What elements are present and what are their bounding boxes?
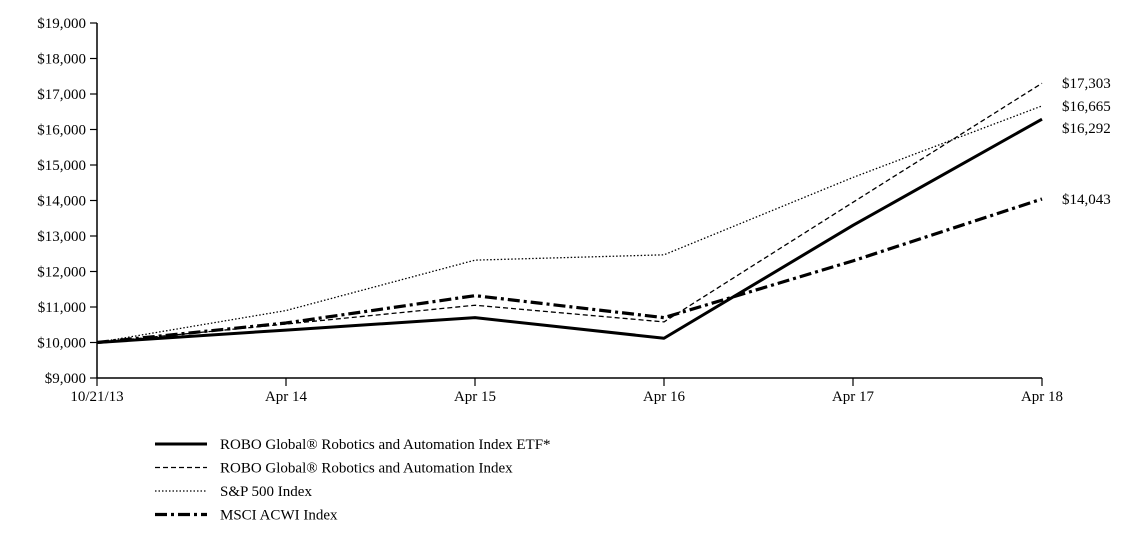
y-tick-label: $14,000 [37,194,86,210]
y-tick-label: $19,000 [37,16,86,32]
y-tick-label: $9,000 [45,371,86,387]
x-tick-label: Apr 14 [265,389,308,405]
legend-label-1: ROBO Global® Robotics and Automation Ind… [220,461,513,477]
legend-label-0: ROBO Global® Robotics and Automation Ind… [220,437,551,453]
x-tick-label: Apr 16 [643,389,686,405]
x-tick-label: Apr 18 [1021,389,1063,405]
series-line-3 [96,197,1043,345]
y-tick-label: $18,000 [37,52,86,68]
y-tick-label: $10,000 [37,336,86,352]
end-labels: $17,303 $16,665 $16,292 $14,043 [1062,76,1111,208]
end-label-0: $16,292 [1062,121,1111,137]
y-tick-label: $15,000 [37,158,86,174]
x-tick-label: Apr 17 [832,389,875,405]
legend-label-3: MSCI ACWI Index [220,508,338,524]
legend: ROBO Global® Robotics and Automation Ind… [155,437,551,524]
series-line-0 [96,117,1043,344]
series-lines [96,82,1043,345]
y-tick-label: $11,000 [38,300,86,316]
legend-label-2: S&P 500 Index [220,484,312,500]
end-label-1: $17,303 [1062,76,1111,92]
end-label-2: $16,665 [1062,99,1111,115]
y-tick-label: $13,000 [37,229,86,245]
x-tick-label: 10/21/13 [70,389,123,405]
x-tick-label: Apr 15 [454,389,496,405]
y-tick-label: $16,000 [37,123,86,139]
y-tick-label: $17,000 [37,87,86,103]
series-line-1 [96,82,1043,344]
end-label-3: $14,043 [1062,192,1111,208]
axes: $9,000 $10,000 $11,000 $12,000 $13,000 $14,00… [37,16,1063,405]
y-tick-label: $12,000 [37,265,86,281]
